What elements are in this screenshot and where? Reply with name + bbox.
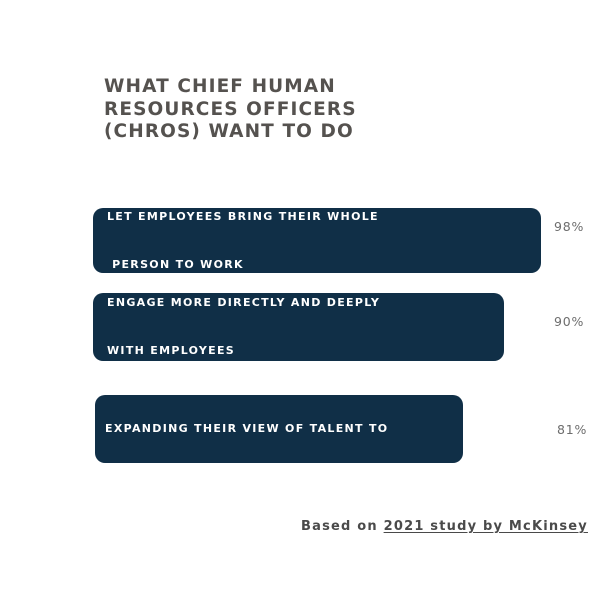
bar-label-line: PERSON TO WORK: [107, 257, 244, 271]
bar-label-line: LET EMPLOYEES BRING THEIR WHOLE: [107, 209, 379, 223]
bar-label: LET EMPLOYEES BRING THEIR WHOLE PERSON T…: [107, 177, 379, 305]
bar-label: ENGAGE MORE DIRECTLY AND DEEPLY WITH EMP…: [107, 263, 380, 391]
chart-title-line: RESOURCES OFFICERS: [104, 98, 357, 120]
bar-label-line: ENGAGE MORE DIRECTLY AND DEEPLY: [107, 296, 381, 309]
bar-label-line: THE WHOLE ORGANISATION: [105, 470, 306, 483]
value-label: 98%: [554, 219, 585, 234]
source-note: Based on 2021 study by McKinsey: [301, 519, 588, 534]
source-link[interactable]: 2021 study by McKinsey: [383, 519, 588, 534]
bar-label-line: EXPANDING THEIR VIEW OF TALENT TO: [105, 422, 389, 435]
source-prefix: Based on: [301, 519, 378, 534]
value-label: 90%: [554, 314, 585, 329]
chart-title: WHAT CHIEF HUMAN RESOURCES OFFICERS (CHR…: [104, 76, 434, 144]
chart-title-line: (CHROS) WANT TO DO: [104, 121, 354, 142]
bar-act-as-human-capitalists: ACT AS “HUMAN CAPITALISTS” EXPANDING THE…: [95, 374, 463, 483]
value-label: 81%: [557, 422, 588, 437]
bar-label-line: WITH EMPLOYEES: [107, 344, 235, 357]
bar-let-employees-bring-whole-person: LET EMPLOYEES BRING THEIR WHOLE PERSON T…: [93, 208, 541, 273]
bar-engage-more-directly: ENGAGE MORE DIRECTLY AND DEEPLY WITH EMP…: [93, 293, 504, 361]
chart-title-line: WHAT CHIEF HUMAN: [104, 76, 336, 97]
bar-label-line: ACT AS “HUMAN CAPITALISTS”: [105, 374, 331, 387]
bar-label: ACT AS “HUMAN CAPITALISTS” EXPANDING THE…: [105, 341, 388, 517]
